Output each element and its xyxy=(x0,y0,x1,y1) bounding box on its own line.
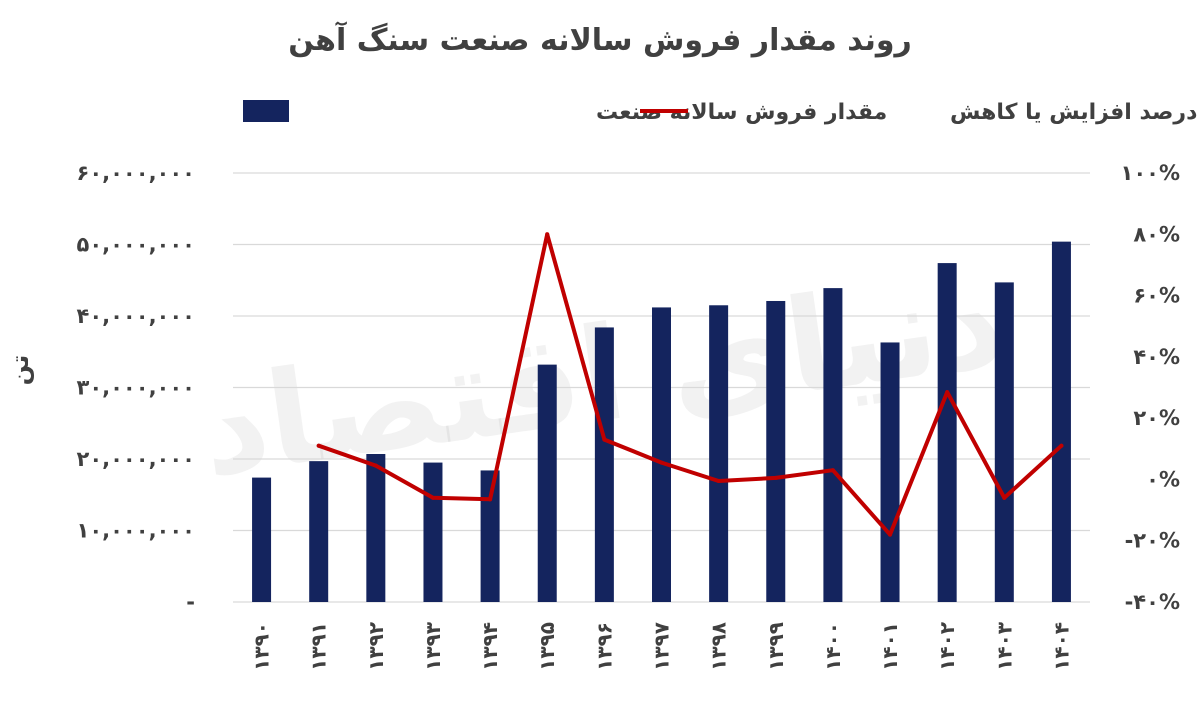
x-tick-label: ۱۴۰۰ xyxy=(821,622,845,671)
line-point xyxy=(830,468,835,473)
y2-tick-label: ۱۰۰% xyxy=(1121,161,1181,185)
line-point xyxy=(1059,443,1064,448)
x-tick-label: ۱۴۰۲ xyxy=(935,622,959,671)
bar xyxy=(537,364,557,602)
line-point xyxy=(659,460,664,465)
y-tick-label: ۶۰,۰۰۰,۰۰۰ xyxy=(77,161,196,185)
legend-label-line: درصد افزایش یا کاهش xyxy=(950,100,1197,125)
line-point xyxy=(1002,495,1007,500)
bar xyxy=(994,282,1014,602)
y-tick-label: ۳۰,۰۰۰,۰۰۰ xyxy=(77,376,196,400)
y2-tick-label: -۴۰% xyxy=(1125,590,1180,614)
x-tick-label: ۱۳۹۲ xyxy=(364,622,388,671)
bar xyxy=(594,327,614,602)
x-tick-label: ۱۴۰۳ xyxy=(992,622,1016,671)
x-tick-label: ۱۴۰۴ xyxy=(1049,622,1073,671)
x-tick-label: ۱۳۹۴ xyxy=(478,622,502,671)
y-axis-label: تن xyxy=(6,355,34,386)
bar xyxy=(880,342,900,602)
bar-series xyxy=(252,241,1071,602)
line-point xyxy=(316,443,321,448)
x-tick-label: ۱۳۹۸ xyxy=(707,622,731,671)
line-point xyxy=(773,475,778,480)
y-tick-label: ۲۰,۰۰۰,۰۰۰ xyxy=(77,447,196,471)
y-tick-label: ۱۰,۰۰۰,۰۰۰ xyxy=(77,519,196,543)
y-tick-label: - xyxy=(186,590,195,614)
bar xyxy=(252,477,272,602)
bar xyxy=(423,462,443,602)
line-point xyxy=(488,497,493,502)
y-tick-label: ۵۰,۰۰۰,۰۰۰ xyxy=(77,233,196,257)
line-point xyxy=(373,463,378,468)
x-tick-label: ۱۳۹۹ xyxy=(764,622,788,671)
x-tick-label: ۱۳۹۶ xyxy=(592,622,616,671)
y2-tick-label: ۲۰% xyxy=(1133,406,1180,430)
bar xyxy=(937,263,957,602)
y2-tick-label: ۰% xyxy=(1146,467,1180,491)
bar xyxy=(766,300,786,602)
line-point xyxy=(716,478,721,483)
x-axis-ticks: ۱۳۹۰ ۱۳۹۱ ۱۳۹۲ ۱۳۹۳ ۱۳۹۴ ۱۳۹۵ ۱۳۹۶ ۱۳۹۷ ۱۳۹۸ ۱۳۹۹… xyxy=(250,622,1074,671)
line-point xyxy=(888,532,893,537)
y2-tick-label: ۴۰% xyxy=(1133,345,1180,369)
percent-change-line xyxy=(316,232,1064,537)
x-tick-label: ۱۳۹۰ xyxy=(250,622,274,671)
bar xyxy=(1051,241,1071,602)
legend-swatch-bar xyxy=(243,100,289,122)
y2-tick-label: -۲۰% xyxy=(1125,529,1180,553)
x-tick-label: ۱۳۹۵ xyxy=(535,622,559,671)
line-point xyxy=(545,232,550,237)
bar xyxy=(309,461,329,602)
x-tick-label: ۱۳۹۱ xyxy=(307,622,331,671)
line-point xyxy=(602,437,607,442)
bar xyxy=(709,305,729,602)
line-point xyxy=(945,390,950,395)
chart-title: روند مقدار فروش سالانه صنعت سنگ آهن xyxy=(288,21,912,58)
y2-tick-label: ۸۰% xyxy=(1133,222,1180,246)
y2-tick-label: ۶۰% xyxy=(1133,284,1180,308)
left-axis-ticks: - ۱۰,۰۰۰,۰۰۰ ۲۰,۰۰۰,۰۰۰ ۳۰,۰۰۰,۰۰۰ ۴۰,۰۰۰,۰۰… xyxy=(77,161,196,614)
legend: مقدار فروش سالانه صنعت درصد افزایش یا کا… xyxy=(243,100,1197,125)
bar xyxy=(366,453,386,602)
bar xyxy=(823,288,843,602)
bar xyxy=(652,307,671,602)
y-tick-label: ۴۰,۰۰۰,۰۰۰ xyxy=(77,304,196,328)
x-tick-label: ۱۳۹۳ xyxy=(421,622,445,671)
x-tick-label: ۱۴۰۱ xyxy=(878,622,902,671)
bar xyxy=(480,470,500,602)
line-series xyxy=(316,232,1064,537)
line-point xyxy=(430,495,435,500)
legend-label-bar: مقدار فروش سالانه صنعت xyxy=(596,100,887,125)
right-axis-ticks: -۴۰% -۲۰% ۰% ۲۰% ۴۰% ۶۰% ۸۰% ۱۰۰% xyxy=(1121,161,1181,614)
x-tick-label: ۱۳۹۷ xyxy=(650,622,674,671)
